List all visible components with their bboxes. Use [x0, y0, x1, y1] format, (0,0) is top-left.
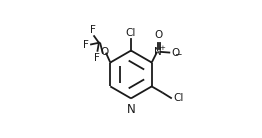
Text: O: O — [155, 30, 163, 40]
Text: O: O — [100, 47, 109, 57]
Text: Cl: Cl — [126, 28, 136, 38]
Text: F: F — [83, 40, 89, 50]
Text: +: + — [159, 45, 165, 51]
Text: N: N — [127, 103, 135, 116]
Text: −: − — [174, 50, 182, 59]
Text: N: N — [154, 47, 162, 57]
Text: F: F — [90, 25, 96, 35]
Text: O: O — [172, 48, 180, 58]
Text: Cl: Cl — [173, 93, 183, 103]
Text: F: F — [94, 53, 100, 63]
